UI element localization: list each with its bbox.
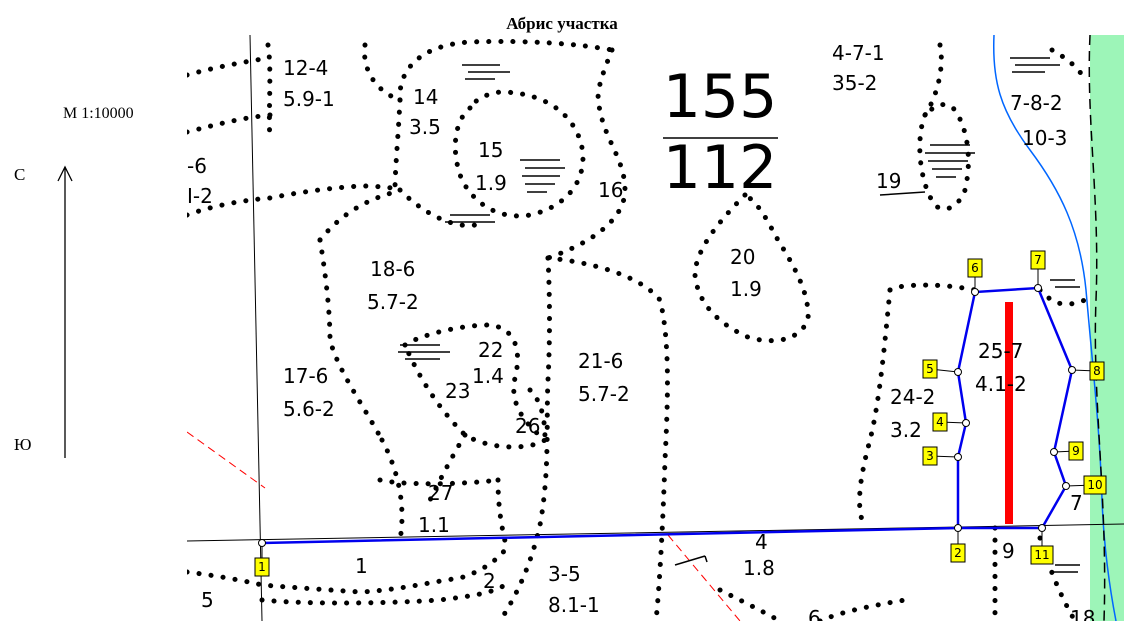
label-8-1-1: 8.1-1 bbox=[548, 593, 600, 617]
point-label-box-5 bbox=[922, 359, 938, 379]
label-16: 16 bbox=[598, 178, 623, 202]
label-1-9b: 1.9 bbox=[730, 277, 762, 301]
grid-line-horizontal bbox=[187, 523, 1124, 542]
marsh-symbols bbox=[398, 57, 1080, 573]
label-12-4: 12-4 bbox=[283, 56, 328, 80]
point-label-box-2 bbox=[950, 543, 966, 563]
point-label-9: 9 bbox=[1072, 444, 1080, 458]
point-label-box-9 bbox=[1068, 441, 1084, 461]
plot-denominator: 112 bbox=[663, 133, 778, 203]
label-7: 7 bbox=[1070, 491, 1083, 515]
label-5-7-2a: 5.7-2 bbox=[367, 290, 419, 314]
point-label-10: 10 bbox=[1087, 478, 1102, 492]
boundary-point-10 bbox=[1062, 482, 1070, 490]
label-26: 26 bbox=[515, 414, 540, 438]
point-label-11: 11 bbox=[1034, 548, 1049, 562]
boundary-point-2 bbox=[954, 524, 962, 532]
label-i-2: I-2 bbox=[187, 184, 213, 208]
label-15: 15 bbox=[478, 138, 503, 162]
label-1-8: 1.8 bbox=[743, 556, 775, 580]
plot-numerator: 155 bbox=[663, 62, 778, 132]
point-label-box-4 bbox=[932, 412, 948, 432]
label-4-7-1: 4-7-1 bbox=[832, 41, 885, 65]
label-5: 5 bbox=[201, 588, 214, 612]
label-21-6: 21-6 bbox=[578, 349, 623, 373]
label-35-2: 35-2 bbox=[832, 71, 877, 95]
label-5-9-1: 5.9-1 bbox=[283, 87, 335, 111]
label-9: 9 bbox=[1002, 539, 1015, 563]
point-label-box-1 bbox=[254, 557, 270, 577]
point-label-6: 6 bbox=[971, 261, 979, 275]
label-10-3: 10-3 bbox=[1022, 126, 1067, 150]
label-4: 4 bbox=[755, 530, 768, 554]
label-25-7: 25-7 bbox=[978, 339, 1023, 363]
label-3-5b: 3-5 bbox=[548, 562, 581, 586]
label-5-6-2: 5.6-2 bbox=[283, 397, 335, 421]
label-3-2: 3.2 bbox=[890, 418, 922, 442]
north-arrow-icon bbox=[57, 165, 73, 458]
river-bank bbox=[1088, 35, 1106, 621]
boundary-point-7 bbox=[1034, 284, 1042, 292]
map-area: 12-4 5.9-1 14 3.5 15 1.9 16 -6 I-2 4-7-1… bbox=[187, 35, 1124, 621]
label-1-9a: 1.9 bbox=[475, 171, 507, 195]
north-label: С bbox=[14, 165, 26, 184]
point-label-8: 8 bbox=[1093, 364, 1101, 378]
plot-boundary bbox=[261, 286, 1074, 545]
map-title: Абрис участка bbox=[506, 14, 618, 33]
label-23: 23 bbox=[445, 379, 470, 403]
boundary-point-4 bbox=[962, 419, 970, 427]
point-label-7: 7 bbox=[1034, 253, 1042, 267]
label-18-6: 18-6 bbox=[370, 257, 415, 281]
compartment-boundaries bbox=[187, 38, 1088, 621]
label-3-5: 3.5 bbox=[409, 115, 441, 139]
point-label-box-10 bbox=[1083, 475, 1107, 495]
boundary-point-9 bbox=[1050, 448, 1058, 456]
label-1: 1 bbox=[355, 554, 368, 578]
south-label: Ю bbox=[14, 435, 32, 454]
point-label-box-7 bbox=[1030, 250, 1046, 270]
label-22: 22 bbox=[478, 338, 503, 362]
point-label-box-3 bbox=[922, 446, 938, 466]
point-label-2: 2 bbox=[954, 546, 962, 560]
label-1-4: 1.4 bbox=[472, 364, 504, 388]
boundary-point-3 bbox=[954, 453, 962, 461]
plot-marker-line bbox=[1005, 302, 1013, 524]
point-label-3: 3 bbox=[926, 449, 934, 463]
label-2: 2 bbox=[483, 569, 496, 593]
point-label-1: 1 bbox=[258, 560, 266, 574]
label-1-1: 1.1 bbox=[418, 513, 450, 537]
label-6: 6 bbox=[808, 606, 821, 621]
red-dashed-line bbox=[187, 431, 266, 489]
label-4-1-2: 4.1-2 bbox=[975, 372, 1027, 396]
boundary-point-8 bbox=[1068, 366, 1076, 374]
point-label-box-11 bbox=[1030, 545, 1054, 565]
label-minus6: -6 bbox=[187, 154, 207, 178]
compartment-labels: 12-4 5.9-1 14 3.5 15 1.9 16 -6 I-2 4-7-1… bbox=[187, 41, 1095, 621]
label-5-7-2b: 5.7-2 bbox=[578, 382, 630, 406]
boundary-point-11 bbox=[1038, 524, 1046, 532]
grid-line-vertical bbox=[249, 35, 263, 621]
label-14: 14 bbox=[413, 85, 438, 109]
label-27: 27 bbox=[428, 481, 453, 505]
boundary-point-5 bbox=[954, 368, 962, 376]
point-label-box-6 bbox=[967, 258, 983, 278]
boundary-point-6 bbox=[971, 288, 979, 296]
label-17-6: 17-6 bbox=[283, 364, 328, 388]
label-20: 20 bbox=[730, 245, 755, 269]
label-7-8-2: 7-8-2 bbox=[1010, 91, 1063, 115]
point-label-4: 4 bbox=[936, 415, 944, 429]
label-24-2: 24-2 bbox=[890, 385, 935, 409]
red-dashed-line-2 bbox=[667, 534, 741, 621]
point-label-box-8 bbox=[1089, 361, 1105, 381]
point-label-5: 5 bbox=[926, 362, 934, 376]
boundary-point-1 bbox=[258, 539, 266, 547]
scale-label: М 1:10000 bbox=[63, 105, 134, 122]
label-18: 18 bbox=[1070, 606, 1095, 621]
label-19: 19 bbox=[876, 169, 901, 193]
